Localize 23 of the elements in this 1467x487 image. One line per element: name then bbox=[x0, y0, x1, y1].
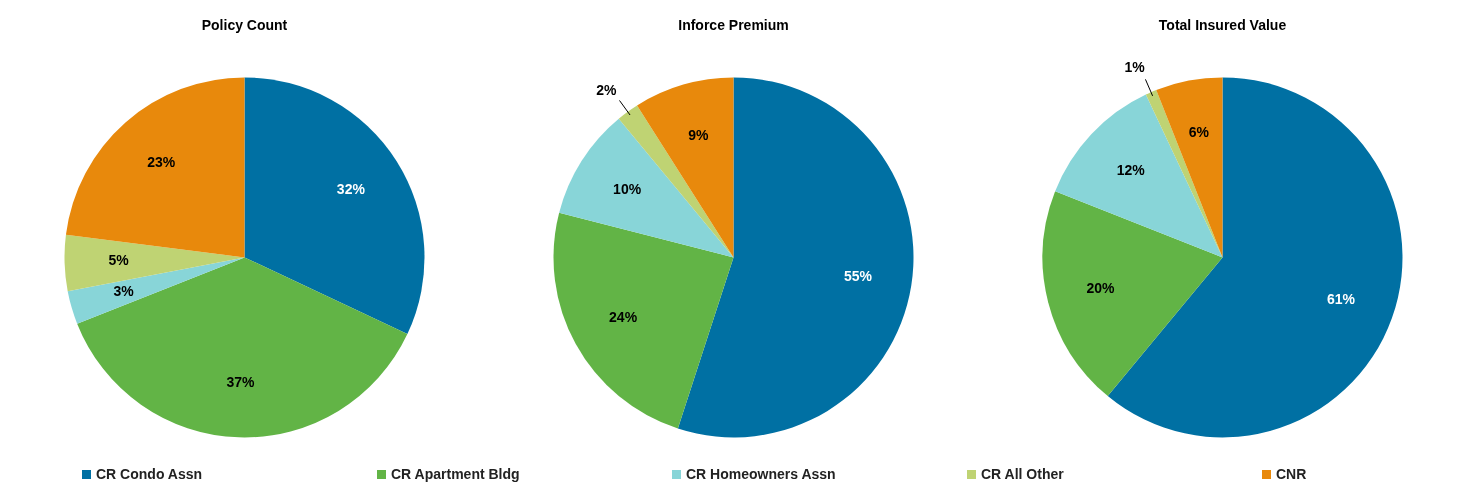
chart-title: Total Insured Value bbox=[1158, 17, 1287, 34]
data-label: 61% bbox=[1327, 290, 1356, 307]
data-label: 12% bbox=[1116, 162, 1146, 179]
data-label: 6% bbox=[1188, 124, 1210, 141]
data-label: 1% bbox=[1124, 59, 1146, 76]
data-label: 37% bbox=[226, 374, 256, 391]
data-label: 55% bbox=[843, 267, 873, 284]
legend-label: CR Condo Assn bbox=[96, 466, 203, 482]
chart-title: Policy Count bbox=[201, 17, 288, 34]
data-label: 10% bbox=[613, 180, 642, 197]
legend-label: CR All Other bbox=[981, 466, 1064, 482]
data-label: 5% bbox=[108, 252, 130, 269]
data-label: 3% bbox=[113, 283, 135, 300]
data-label: 9% bbox=[688, 127, 710, 144]
chart-title: Inforce Premium bbox=[678, 17, 789, 34]
legend-label: CR Apartment Bldg bbox=[391, 466, 520, 482]
data-label: 2% bbox=[596, 81, 618, 98]
data-label: 32% bbox=[336, 180, 366, 197]
data-label: 24% bbox=[609, 308, 638, 325]
data-label: 20% bbox=[1086, 279, 1116, 296]
legend-label: CNR bbox=[1276, 466, 1307, 482]
legend-label: CR Homeowners Assn bbox=[686, 466, 836, 482]
data-label: 23% bbox=[147, 153, 176, 170]
